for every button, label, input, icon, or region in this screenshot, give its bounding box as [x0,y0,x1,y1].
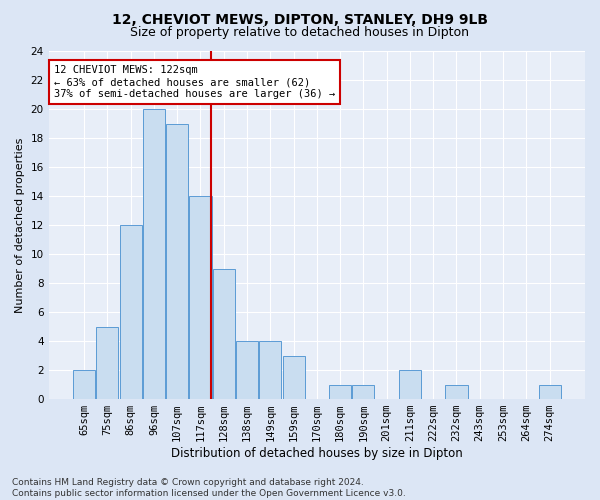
Bar [329,384,351,399]
Bar [97,326,118,399]
Bar [445,384,467,399]
X-axis label: Distribution of detached houses by size in Dipton: Distribution of detached houses by size … [171,447,463,460]
Bar [236,341,258,399]
Bar [399,370,421,399]
Bar [259,341,281,399]
Bar [166,124,188,399]
Bar [73,370,95,399]
Bar [352,384,374,399]
Bar [212,268,235,399]
Text: Size of property relative to detached houses in Dipton: Size of property relative to detached ho… [131,26,470,39]
Bar [190,196,212,399]
Bar [539,384,560,399]
Bar [283,356,305,399]
Text: 12, CHEVIOT MEWS, DIPTON, STANLEY, DH9 9LB: 12, CHEVIOT MEWS, DIPTON, STANLEY, DH9 9… [112,12,488,26]
Bar [119,226,142,399]
Bar [143,110,165,399]
Y-axis label: Number of detached properties: Number of detached properties [15,138,25,313]
Text: 12 CHEVIOT MEWS: 122sqm
← 63% of detached houses are smaller (62)
37% of semi-de: 12 CHEVIOT MEWS: 122sqm ← 63% of detache… [54,66,335,98]
Text: Contains HM Land Registry data © Crown copyright and database right 2024.
Contai: Contains HM Land Registry data © Crown c… [12,478,406,498]
